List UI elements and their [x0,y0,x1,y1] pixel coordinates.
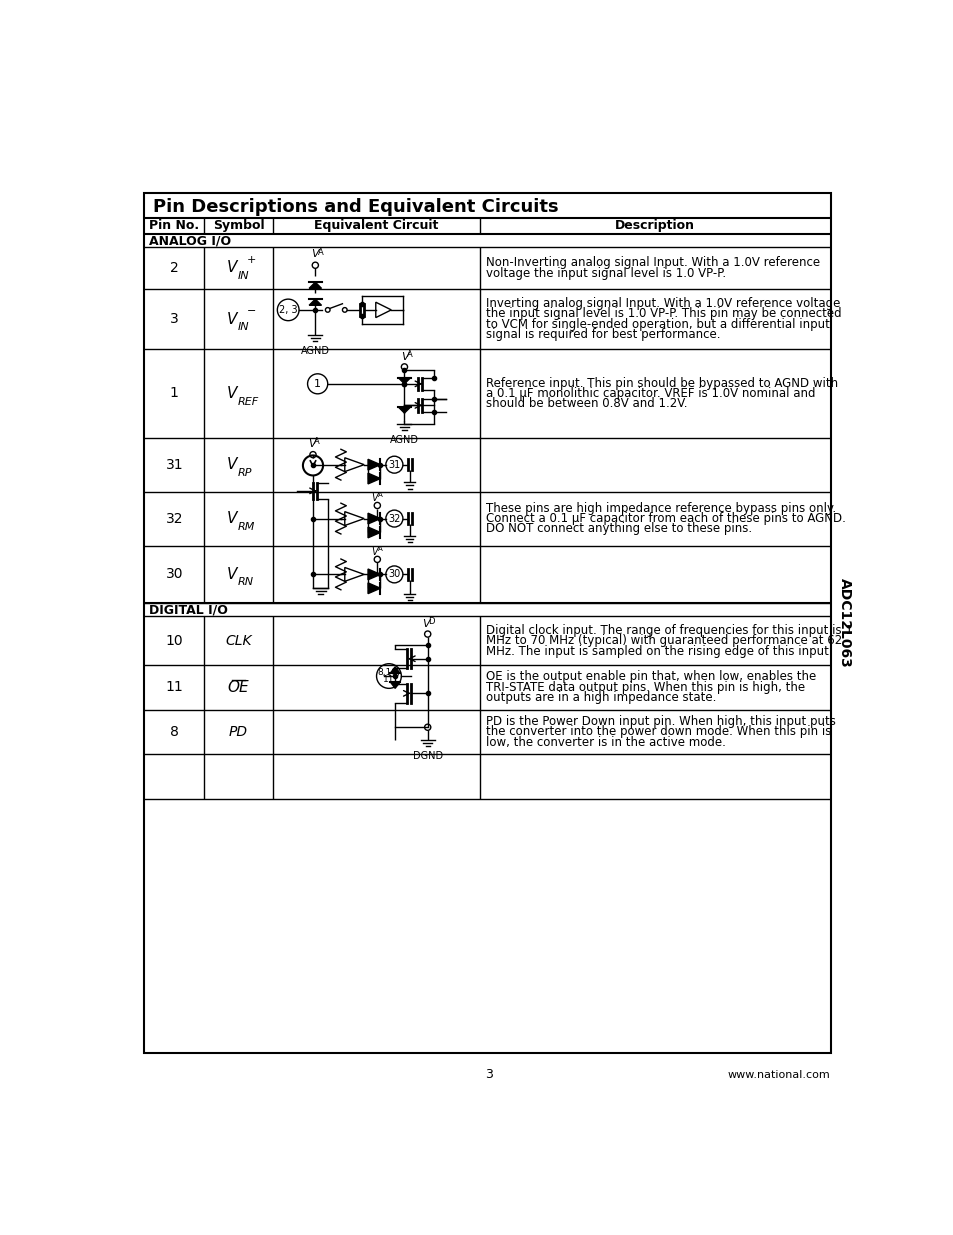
Text: Symbol: Symbol [213,220,264,232]
Polygon shape [368,583,380,594]
Text: 11: 11 [383,676,395,684]
Text: 1: 1 [314,379,321,389]
Text: DGND: DGND [413,751,442,761]
Text: These pins are high impedance reference bypass pins only.: These pins are high impedance reference … [485,501,835,515]
Text: voltage the input signal level is 1.0 VP-P.: voltage the input signal level is 1.0 VP… [485,267,725,279]
Text: should be between 0.8V and 1.2V.: should be between 0.8V and 1.2V. [485,398,686,410]
Text: PD is the Power Down input pin. When high, this input puts: PD is the Power Down input pin. When hig… [485,715,835,727]
Text: 32: 32 [166,511,183,526]
Text: 31: 31 [388,459,400,469]
Text: 30: 30 [388,569,400,579]
Text: to VCM for single-ended operation, but a differential input: to VCM for single-ended operation, but a… [485,317,829,331]
Text: ANALOG I/O: ANALOG I/O [149,235,231,247]
Text: V: V [227,457,236,472]
Polygon shape [368,459,380,471]
Text: 2: 2 [170,261,178,275]
Text: outputs are in a high impedance state.: outputs are in a high impedance state. [485,692,716,704]
Text: A: A [317,248,323,257]
Text: V: V [227,311,236,326]
Text: MHz to 70 MHz (typical) with guaranteed performance at 62: MHz to 70 MHz (typical) with guaranteed … [485,634,841,647]
Text: 11: 11 [165,680,183,694]
Text: V: V [227,567,236,582]
Polygon shape [397,378,410,384]
Polygon shape [309,299,321,305]
Polygon shape [309,282,321,288]
Text: Pin Descriptions and Equivalent Circuits: Pin Descriptions and Equivalent Circuits [153,198,558,216]
Text: Non-Inverting analog signal Input. With a 1.0V reference: Non-Inverting analog signal Input. With … [485,256,819,269]
Text: RM: RM [237,521,255,531]
Text: 8,10,: 8,10, [377,668,400,678]
Text: www.national.com: www.national.com [727,1070,830,1079]
Text: DIGITAL I/O: DIGITAL I/O [149,604,228,616]
Text: the converter into the power down mode. When this pin is: the converter into the power down mode. … [485,725,830,739]
Text: 10: 10 [165,634,183,647]
Polygon shape [390,682,399,688]
Text: Inverting analog signal Input. With a 1.0V reference voltage: Inverting analog signal Input. With a 1.… [485,298,840,310]
Polygon shape [368,527,380,537]
Text: A: A [377,546,382,552]
Text: V: V [372,547,378,557]
Text: CLK: CLK [225,634,252,647]
Text: Pin No.: Pin No. [149,220,199,232]
Polygon shape [368,473,380,484]
Text: Equivalent Circuit: Equivalent Circuit [314,220,437,232]
Text: V: V [227,511,236,526]
Text: RN: RN [237,578,253,588]
Text: Description: Description [615,220,695,232]
Polygon shape [368,569,380,579]
Text: 31: 31 [165,458,183,472]
Text: RP: RP [237,468,252,478]
Text: V: V [422,619,430,629]
Text: a 0.1 μF monolithic capacitor. VREF is 1.0V nominal and: a 0.1 μF monolithic capacitor. VREF is 1… [485,387,815,400]
Text: TRI-STATE data output pins. When this pin is high, the: TRI-STATE data output pins. When this pi… [485,680,804,694]
Text: D: D [428,618,435,626]
Text: the input signal level is 1.0 VP-P. This pin may be connected: the input signal level is 1.0 VP-P. This… [485,308,841,320]
Text: AGND: AGND [390,435,418,445]
Text: AGND: AGND [300,346,330,356]
Text: 30: 30 [166,567,183,582]
Text: V: V [372,493,378,503]
Text: Connect a 0.1 μF capacitor from each of these pins to AGND.: Connect a 0.1 μF capacitor from each of … [485,513,844,525]
Text: OE is the output enable pin that, when low, enables the: OE is the output enable pin that, when l… [485,671,815,683]
Text: DO NOT connect anything else to these pins.: DO NOT connect anything else to these pi… [485,522,751,536]
Text: OE: OE [228,679,249,695]
Polygon shape [368,514,380,524]
Text: V: V [307,438,314,448]
Polygon shape [397,406,410,412]
Text: V: V [312,249,319,259]
Text: 3: 3 [170,312,178,326]
Text: V: V [227,387,236,401]
Text: Reference input. This pin should be bypassed to AGND with: Reference input. This pin should be bypa… [485,377,837,389]
Text: PD: PD [229,725,248,739]
Text: 32: 32 [388,514,400,524]
Text: signal is required for best performance.: signal is required for best performance. [485,329,720,341]
Text: IN: IN [237,322,249,332]
Text: V: V [227,261,236,275]
Text: A: A [407,350,413,359]
Text: 8: 8 [170,725,178,739]
Text: A: A [377,493,382,499]
Text: A: A [314,437,319,446]
Text: IN: IN [237,270,249,282]
Text: ADC12L063: ADC12L063 [837,578,851,668]
Text: 3: 3 [484,1068,493,1081]
Text: +: + [246,254,255,264]
Text: low, the converter is in the active mode.: low, the converter is in the active mode… [485,736,725,748]
Text: Digital clock input. The range of frequencies for this input is 1: Digital clock input. The range of freque… [485,624,852,637]
Text: MHz. The input is sampled on the rising edge of this input.: MHz. The input is sampled on the rising … [485,645,832,657]
Text: 1: 1 [170,387,178,400]
Text: −: − [246,306,255,316]
Text: 2, 3: 2, 3 [278,305,297,315]
Polygon shape [390,667,399,673]
Text: REF: REF [237,396,258,406]
Text: V: V [400,352,408,362]
